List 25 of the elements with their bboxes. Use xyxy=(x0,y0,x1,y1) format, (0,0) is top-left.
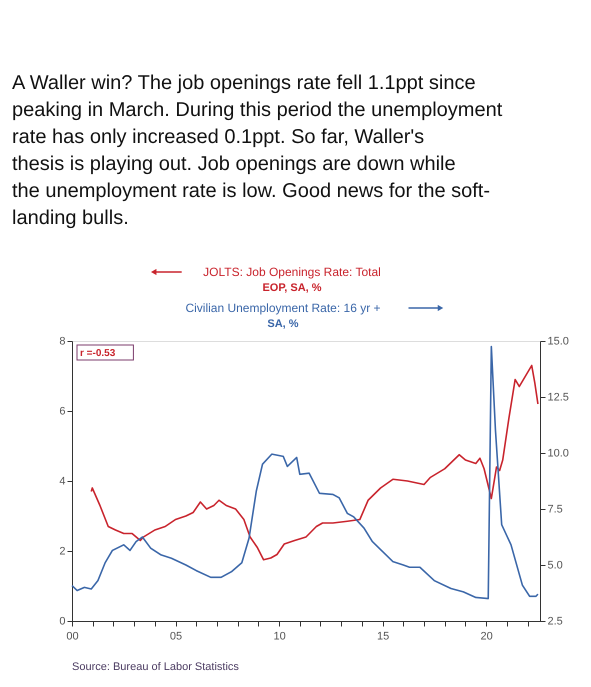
text: SA, % xyxy=(267,318,299,330)
y2-tick-label: 10.0 xyxy=(548,448,569,460)
y-tick-label: 4 xyxy=(59,476,66,488)
x-tick-label: 20 xyxy=(480,630,493,642)
x-tick-label: 05 xyxy=(170,630,182,642)
y-tick-label: 8 xyxy=(59,336,66,348)
y2-tick-label: 7.5 xyxy=(548,504,563,516)
y2-tick-label: 5.0 xyxy=(548,560,563,572)
x-tick-label: 00 xyxy=(66,630,79,642)
x-tick-label: 10 xyxy=(273,630,286,642)
y-tick-label: 6 xyxy=(59,406,66,418)
annotation: r =-0.53 xyxy=(80,348,116,359)
text: EOP, SA, % xyxy=(262,282,322,294)
line-series xyxy=(71,346,539,600)
y-tick-label: 0 xyxy=(59,616,66,628)
y-tick-label: 2 xyxy=(59,546,66,558)
y2-tick-label: 15.0 xyxy=(548,336,569,348)
y2-tick-label: 2.5 xyxy=(548,616,563,628)
x-tick-label: 15 xyxy=(376,630,390,642)
legend-label: JOLTS: Job Openings Rate: Total xyxy=(203,265,381,279)
text: Civilian Unemployment Rate: 16 yr + xyxy=(185,301,381,315)
source-note: Source: Bureau of Labor Statistics xyxy=(72,661,240,673)
line-series xyxy=(90,364,539,561)
y2-tick-label: 12.5 xyxy=(548,392,569,404)
chart-title: A Waller win? The job openings rate fell 1.1ppt since peaking in March. During this period the unemployment rate has only increased 0.1ppt. So far, Waller's thesis is playing out. Job openings are down while the unemployment rate is low. Good news for the soft-landing bulls. xyxy=(12,72,503,229)
